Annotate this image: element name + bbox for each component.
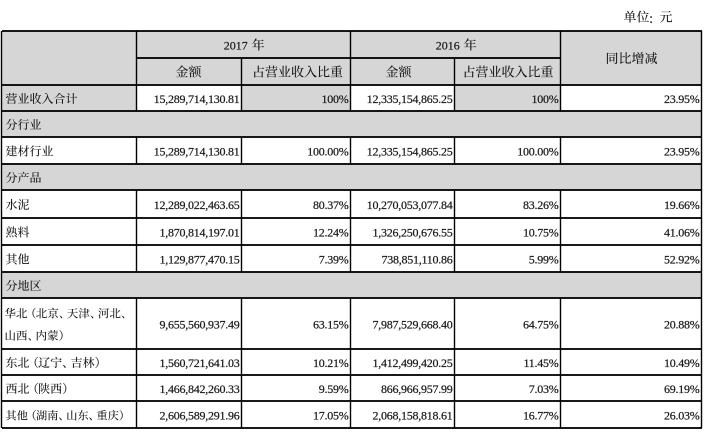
svg-text:100.00%: 100.00% (517, 145, 559, 159)
svg-text:1,870,814,197.01: 1,870,814,197.01 (160, 226, 240, 240)
svg-text:12,335,154,865.25: 12,335,154,865.25 (367, 92, 453, 106)
svg-text:1,412,499,420.25: 1,412,499,420.25 (373, 356, 453, 370)
svg-text:80.37%: 80.37% (313, 198, 349, 212)
svg-text:7,987,529,668.40: 7,987,529,668.40 (373, 318, 453, 332)
svg-text:7.39%: 7.39% (319, 253, 349, 267)
svg-text:64.75%: 64.75% (523, 318, 559, 332)
svg-text:7.03%: 7.03% (529, 382, 559, 396)
svg-text:63.15%: 63.15% (313, 318, 349, 332)
svg-text:738,851,110.86: 738,851,110.86 (381, 253, 452, 267)
svg-text:866,966,957.99: 866,966,957.99 (381, 382, 453, 396)
svg-text:1,560,721,641.03: 1,560,721,641.03 (160, 356, 240, 370)
svg-text:100.00%: 100.00% (307, 145, 349, 159)
svg-text:10.49%: 10.49% (664, 356, 700, 370)
svg-text:23.95%: 23.95% (664, 145, 700, 159)
svg-text:41.06%: 41.06% (664, 226, 700, 240)
svg-text:10,270,053,077.84: 10,270,053,077.84 (367, 198, 453, 212)
svg-text:19.66%: 19.66% (664, 198, 700, 212)
svg-text:52.92%: 52.92% (664, 253, 700, 267)
svg-text:2016: 2016 (436, 39, 460, 53)
svg-text:20.88%: 20.88% (664, 318, 700, 332)
svg-text:15,289,714,130.81: 15,289,714,130.81 (154, 92, 240, 106)
svg-text:10.75%: 10.75% (523, 226, 559, 240)
svg-text:17.05%: 17.05% (313, 409, 349, 423)
svg-text:10.21%: 10.21% (313, 356, 349, 370)
svg-text:1,466,842,260.33: 1,466,842,260.33 (160, 382, 240, 396)
svg-text:1,129,877,470.15: 1,129,877,470.15 (160, 253, 240, 267)
svg-text:2017: 2017 (224, 39, 248, 53)
svg-text:69.19%: 69.19% (664, 382, 700, 396)
svg-text:9.59%: 9.59% (319, 382, 349, 396)
svg-text:100%: 100% (322, 92, 349, 106)
svg-text:26.03%: 26.03% (664, 409, 700, 423)
svg-text:23.95%: 23.95% (664, 92, 700, 106)
svg-text:11.45%: 11.45% (523, 356, 558, 370)
svg-text:83.26%: 83.26% (523, 198, 559, 212)
svg-text:2,068,158,818.61: 2,068,158,818.61 (373, 409, 453, 423)
svg-text:5.99%: 5.99% (529, 253, 559, 267)
svg-text:100%: 100% (532, 92, 559, 106)
svg-text:15,289,714,130.81: 15,289,714,130.81 (154, 145, 240, 159)
svg-text:1,326,250,676.55: 1,326,250,676.55 (373, 226, 453, 240)
svg-text:12,335,154,865.25: 12,335,154,865.25 (367, 145, 453, 159)
svg-text:16.77%: 16.77% (523, 409, 559, 423)
svg-text:12,289,022,463.65: 12,289,022,463.65 (154, 198, 240, 212)
svg-text:2,606,589,291.96: 2,606,589,291.96 (160, 409, 240, 423)
svg-text:12.24%: 12.24% (313, 226, 349, 240)
svg-text:9,655,560,937.49: 9,655,560,937.49 (160, 318, 240, 332)
